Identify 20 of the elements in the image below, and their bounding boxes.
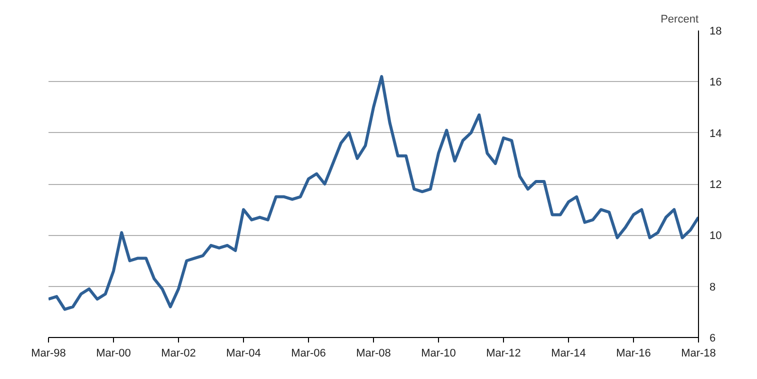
y-tick-label: 8: [710, 281, 716, 294]
x-tick-label: Mar-06: [291, 348, 326, 360]
y-tick-label: 10: [710, 230, 722, 242]
y-tick-label: 6: [710, 332, 716, 344]
x-tick-label: Mar-02: [161, 348, 196, 360]
x-tick-label: Mar-00: [96, 348, 131, 360]
x-tick-label: Mar-12: [486, 348, 521, 360]
y-tick-label: 12: [710, 179, 722, 191]
x-tick-label: Mar-04: [226, 348, 261, 360]
y-tick-label: 18: [710, 26, 722, 38]
x-tick-label: Mar-18: [681, 348, 716, 360]
y-tick-label: 16: [710, 76, 722, 89]
x-tick-label: Mar-16: [616, 348, 651, 360]
y-tick-label: 14: [710, 128, 722, 140]
x-tick-label: Mar-08: [356, 348, 391, 360]
line-series: [48, 75, 698, 311]
x-tick-label: Mar-10: [421, 348, 456, 360]
y-axis-title: Percent: [660, 14, 699, 26]
x-tick-label: Mar-98: [31, 348, 66, 360]
x-tick-label: Mar-14: [551, 348, 586, 360]
